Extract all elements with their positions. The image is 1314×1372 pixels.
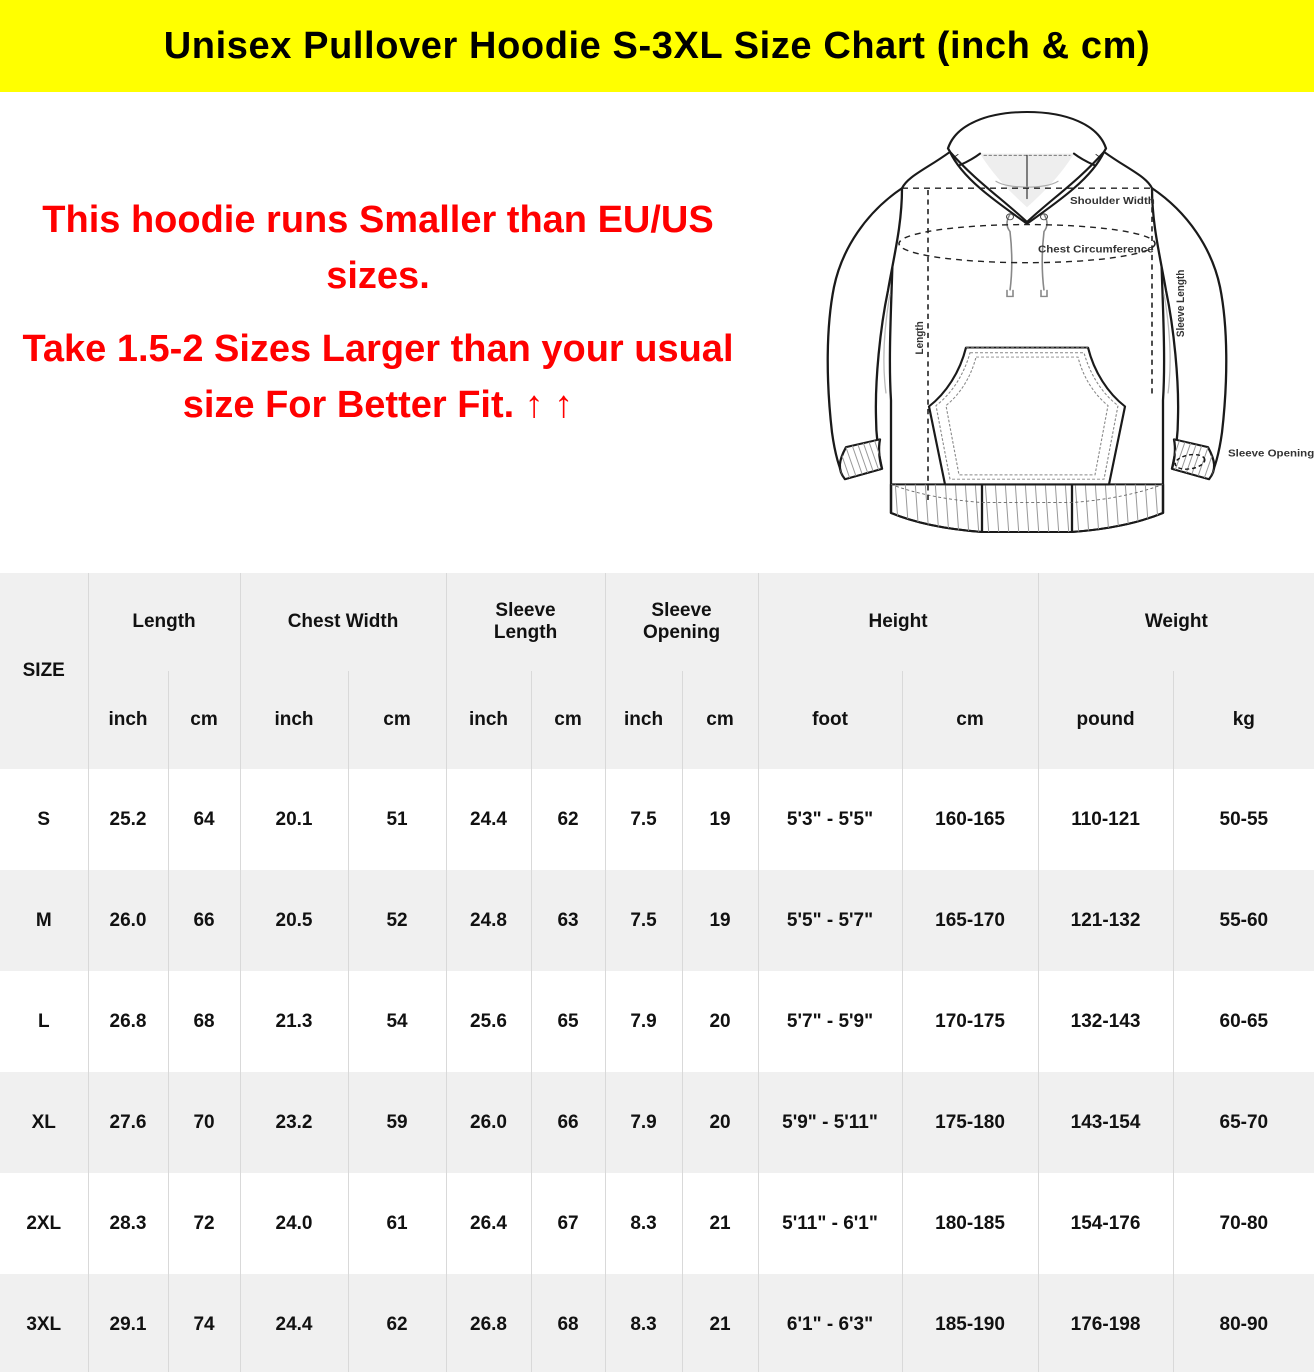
- svg-text:Sleeve Opening: Sleeve Opening: [1228, 448, 1314, 459]
- svg-text:Length: Length: [913, 321, 926, 354]
- svg-text:Sleeve Length: Sleeve Length: [1174, 270, 1187, 337]
- svg-text:Chest Circumference: Chest Circumference: [1038, 244, 1154, 255]
- svg-text:Shoulder Width: Shoulder Width: [1070, 195, 1155, 206]
